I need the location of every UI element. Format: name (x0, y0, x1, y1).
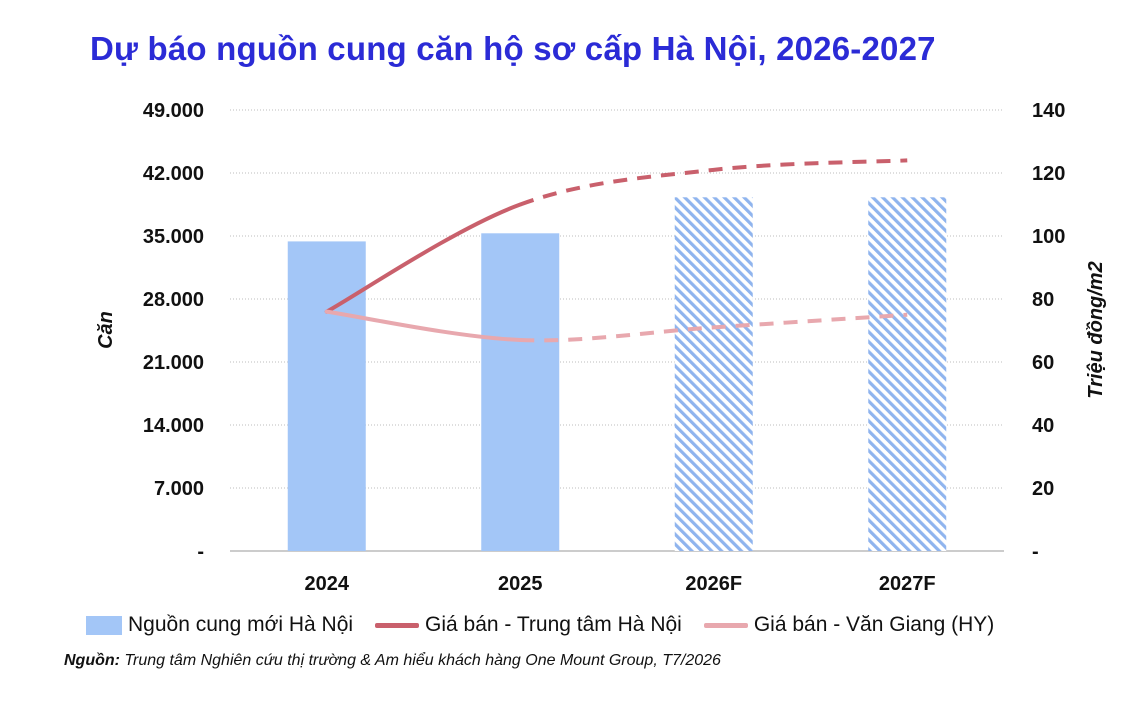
y-left-tick-label: 35.000 (143, 226, 204, 248)
line-vangiang-price-forecast (520, 312, 908, 343)
y-right-tick-label: 40 (1032, 415, 1054, 437)
y-left-tick-label: 42.000 (143, 163, 204, 185)
source-text: Trung tâm Nghiên cứu thị trường & Am hiể… (119, 652, 721, 669)
y-left-tick-label: 14.000 (143, 415, 204, 437)
y-left-tick-label: - (197, 541, 204, 563)
legend-swatch-center-price (375, 622, 420, 628)
y-axis-left-label: Căn (95, 311, 117, 349)
y-right-tick-label: 80 (1032, 289, 1054, 311)
legend-label-vangiang-price: Giá bán - Văn Giang (HY) (753, 613, 995, 636)
x-tick-label: 2025 (498, 573, 543, 595)
y-axis-right-label: Triệu đồng/m2 (1085, 261, 1107, 398)
x-tick-label: 2024 (305, 573, 350, 595)
legend-item-supply: Nguồn cung mới Hà Nội (86, 613, 353, 637)
legend-label-center-price: Giá bán - Trung tâm Hà Nội (425, 613, 682, 636)
y-right-tick-label: - (1032, 541, 1039, 563)
y-right-tick-label: 140 (1032, 100, 1065, 122)
y-left-tick-label: 21.000 (143, 352, 204, 374)
source-note: Nguồn: Trung tâm Nghiên cứu thị trường &… (64, 652, 721, 670)
bar (481, 233, 560, 552)
y-right-tick-label: 60 (1032, 352, 1054, 374)
y-right-tick-label: 120 (1032, 163, 1065, 185)
y-left-tick-label: 49.000 (143, 100, 204, 122)
line-center-price-forecast (519, 158, 908, 207)
legend: Nguồn cung mới Hà Nội Giá bán - Trung tâ… (86, 613, 1016, 637)
y-left-tick-label: 7.000 (154, 478, 204, 500)
legend-swatch-vangiang-price (703, 622, 748, 628)
line-center-price-actual (324, 202, 523, 314)
bar (287, 241, 366, 551)
line-vangiang-price-actual (324, 309, 523, 342)
source-label: Nguồn: (64, 652, 120, 669)
x-tick-label: 2026F (685, 573, 742, 595)
bar-forecast (868, 197, 947, 552)
legend-item-center-price: Giá bán - Trung tâm Hà Nội (375, 613, 682, 637)
y-right-tick-label: 20 (1032, 478, 1054, 500)
legend-swatch-supply (86, 615, 122, 635)
y-right-tick-label: 100 (1032, 226, 1065, 248)
bar-forecast (674, 197, 753, 552)
legend-label-supply: Nguồn cung mới Hà Nội (128, 613, 354, 636)
legend-item-vangiang-price: Giá bán - Văn Giang (HY) (703, 613, 995, 637)
chart-title: Dự báo nguồn cung căn hộ sơ cấp Hà Nội, … (90, 30, 936, 67)
x-tick-label: 2027F (879, 573, 936, 595)
y-left-tick-label: 28.000 (143, 289, 204, 311)
